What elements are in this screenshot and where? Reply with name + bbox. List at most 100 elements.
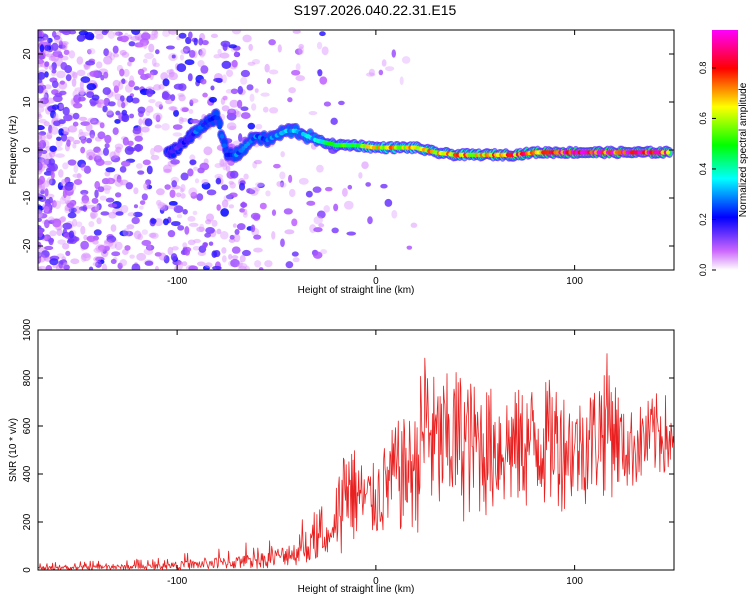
spectrogram-cell xyxy=(238,265,247,270)
spectrogram-cell xyxy=(67,238,75,243)
colorbar-tick-label: 0.6 xyxy=(698,112,708,125)
spectrogram-cell xyxy=(46,97,55,104)
spectrogram-cell xyxy=(316,210,326,219)
spectrogram-cell xyxy=(347,184,353,190)
spectrogram-cell xyxy=(87,117,97,124)
spectrogram-cell xyxy=(38,113,43,120)
spectrogram-cell xyxy=(38,266,43,270)
spectrogram-cell xyxy=(178,94,186,102)
spectrogram-cell xyxy=(343,200,354,210)
spectrogram-cell xyxy=(151,57,157,67)
spectrogram-ylabel: Frequency (Hz) xyxy=(8,116,19,185)
spectrogram-cell xyxy=(143,182,149,191)
spectrogram-cell xyxy=(50,126,59,135)
colorbar-label: Normalized spectral amplitude xyxy=(738,82,749,217)
spectrogram-cell xyxy=(298,43,304,50)
spectrogram-cell xyxy=(251,103,257,111)
spectrogram-cell xyxy=(187,215,196,222)
spectrogram-cell xyxy=(151,30,158,36)
spectrogram-cell xyxy=(156,199,162,206)
spectrogram-cell xyxy=(189,99,194,107)
spectrogram-cell xyxy=(190,118,200,124)
spectrogram-cell xyxy=(230,258,240,268)
spectrogram-cell xyxy=(190,191,198,199)
spectrogram-cell xyxy=(67,125,78,133)
spectrogram-cell xyxy=(38,54,45,60)
spectrogram-cell xyxy=(172,124,183,130)
spectrogram-cell xyxy=(285,261,294,269)
spectrogram-cell xyxy=(204,262,213,268)
spectrogram-cell xyxy=(91,197,99,204)
spectrogram-cell xyxy=(187,73,193,82)
snr-ytick-label: 1000 xyxy=(22,318,33,341)
spectrogram-cell xyxy=(139,200,146,205)
spectrogram-cell xyxy=(120,160,131,167)
snr-ytick-label: 0 xyxy=(22,567,33,573)
spectrogram-cell xyxy=(294,48,303,55)
spectrogram-cell xyxy=(38,106,45,113)
spectrogram-cell xyxy=(97,150,104,156)
spectrogram-cell xyxy=(68,50,76,59)
spectrogram-cell xyxy=(105,109,113,116)
spectrogram-cell xyxy=(68,207,77,213)
spectrogram-cell xyxy=(180,193,186,199)
spectrogram-cell xyxy=(157,201,166,211)
spectrogram-cell xyxy=(147,243,152,252)
spectrogram-cell xyxy=(169,189,176,198)
spectrogram-cell xyxy=(220,97,226,105)
spectrogram-cell xyxy=(76,56,84,65)
spectrogram-cell xyxy=(180,48,188,55)
spectrogram-cell xyxy=(271,231,276,240)
spectrogram-cell xyxy=(48,196,53,204)
spectrogram-cell xyxy=(163,168,172,174)
spectrogram-cell xyxy=(162,30,171,38)
spectrogram-cell xyxy=(250,212,261,220)
spectrogram-cell xyxy=(40,97,49,105)
spectrogram-cell xyxy=(240,106,249,112)
spectrogram-cell xyxy=(175,192,182,198)
snr-ylabel: SNR (10 * v/v) xyxy=(8,418,19,482)
spectrogram-cell xyxy=(222,162,228,171)
spectrogram-cell xyxy=(38,208,43,215)
spectrogram-cell xyxy=(187,168,194,177)
spectrogram-cell xyxy=(153,30,159,39)
spectrogram-cell xyxy=(93,146,101,153)
spectrogram-cell xyxy=(222,95,228,100)
spectrogram-cell xyxy=(219,134,225,139)
spectrogram-cell xyxy=(38,111,42,118)
spectrogram-cell xyxy=(104,187,111,195)
spectrogram-cell xyxy=(313,227,323,233)
spectrogram-cell xyxy=(168,200,178,207)
spectrogram-cell xyxy=(38,131,47,136)
spectrogram-cell xyxy=(80,163,87,172)
spectrogram-cell xyxy=(104,143,110,149)
spectrogram-cell xyxy=(55,138,63,148)
spectrogram-cell xyxy=(378,69,384,76)
spectrogram-cell xyxy=(123,68,130,77)
spectrogram-cell xyxy=(320,249,328,255)
spectrogram-cell xyxy=(148,232,157,238)
spectrogram-cell xyxy=(79,131,90,137)
spectrogram-cell xyxy=(194,178,200,184)
spectrogram-cell xyxy=(221,105,230,112)
spectrogram-cell xyxy=(38,118,47,124)
spectrogram-cell xyxy=(154,124,162,129)
spectrogram-cell xyxy=(253,159,263,165)
spectrogram-cell xyxy=(198,49,203,56)
spectrogram-cell xyxy=(209,96,217,103)
spectrogram-cell xyxy=(85,123,93,132)
spectrogram-cell xyxy=(107,203,118,208)
spectrogram-cell xyxy=(50,110,57,119)
spectrogram-ytick-label: -20 xyxy=(22,238,33,253)
spectrogram-cell xyxy=(51,80,59,89)
spectrogram-cells xyxy=(38,30,674,270)
spectrogram-cell xyxy=(93,247,103,254)
spectrogram-cell xyxy=(132,127,142,135)
spectrogram-cell xyxy=(143,41,148,50)
spectrogram-cell xyxy=(127,212,136,217)
spectrogram-cell xyxy=(95,158,105,166)
spectrogram-cell xyxy=(58,44,66,49)
spectrogram-cell xyxy=(182,46,191,54)
spectrogram-cell xyxy=(234,228,240,235)
spectrogram-cell xyxy=(228,192,238,198)
